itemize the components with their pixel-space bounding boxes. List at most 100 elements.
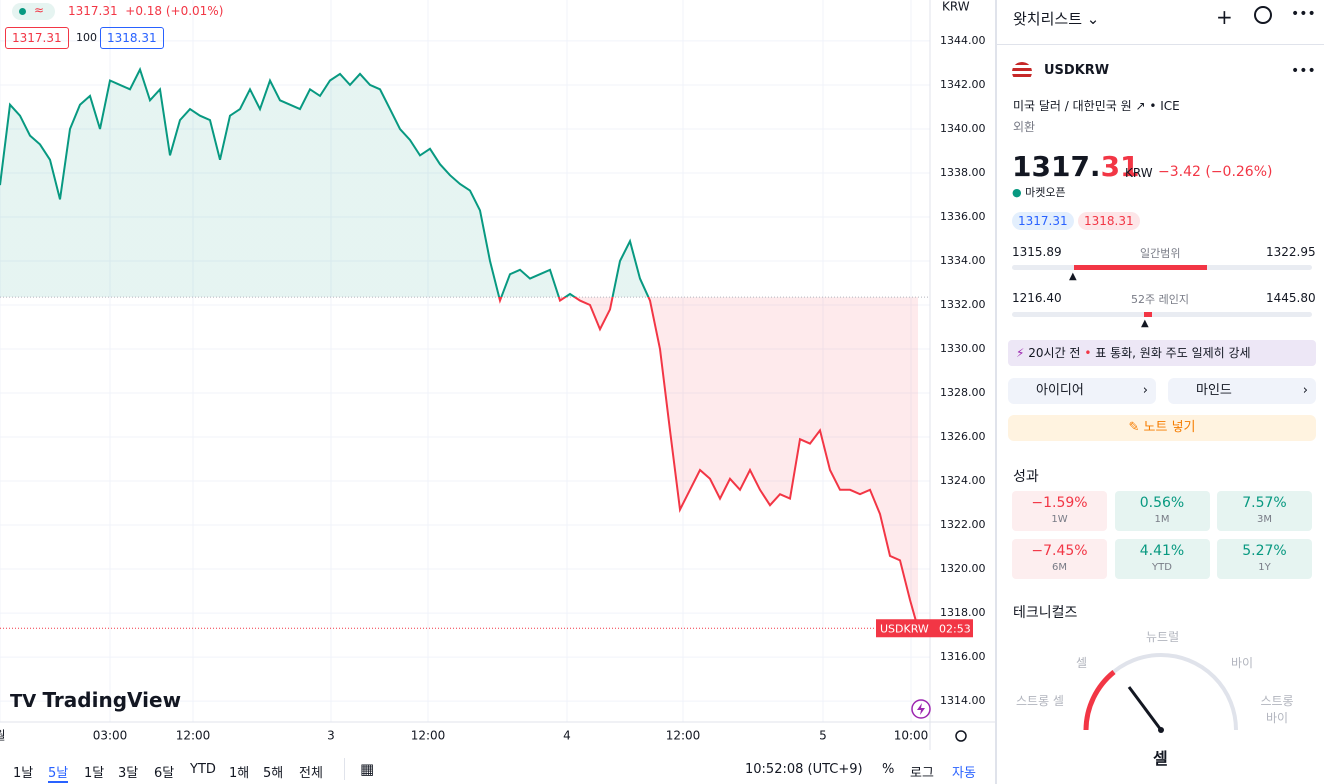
description-line: 미국 달러 / 대한민국 원 ↗ • ICE [1013,99,1180,113]
ideas-label: 아이디어 [1036,383,1084,398]
price-main: 1317. [1012,150,1101,183]
day-low: 1315.89 [1012,245,1062,259]
legend-change: +0.18 (+0.01%) [125,4,224,18]
chart: KRW 1314.00 1316.00 1318.00 1320.00 1322.00 1… [0,0,995,750]
logo-text: TradingView [42,688,182,712]
performance-period: 3M [1257,514,1272,525]
last-price-countdown: 02:53 [939,622,971,635]
performance-period: YTD [1152,562,1172,573]
range-button[interactable]: 1달 [84,766,105,781]
flag-icon [1012,62,1032,82]
events-icon[interactable] [911,699,931,719]
watchlist-title[interactable]: 왓치리스트 ⌄ [1013,10,1100,28]
performance-title: 성과 [1013,469,1039,485]
x-tick-label: 12:00 [666,729,701,743]
last-price-tag [876,619,973,638]
add-icon[interactable]: + [1216,5,1233,29]
year-range-label: 52주 레인지 [1131,293,1189,306]
y-tick-label: 1324.00 [940,474,986,487]
performance-cell[interactable]: 0.56% 1M [1114,491,1210,531]
range-button[interactable]: 1날 [13,766,34,781]
minds-button[interactable]: 마인드 › [1168,378,1316,404]
x-tick-label: 5 [819,729,827,743]
x-tick-label: 12:00 [176,729,211,743]
baseline-area [0,69,918,629]
gauge-arc [1084,653,1238,731]
category: 외환 [1013,120,1036,134]
x-tick-label: 3 [327,729,335,743]
range-button[interactable]: 5날 [48,762,69,783]
price: 1317.31 [1012,150,1140,183]
performance-cell[interactable]: −7.45% 6M [1012,539,1107,579]
range-button[interactable]: 6달 [154,766,175,781]
performance-cell[interactable]: 5.27% 1Y [1217,539,1312,579]
buy-box[interactable]: 1318.31 [100,27,164,49]
note-button[interactable]: ✎ 노트 넣기 [1008,415,1316,441]
news-time: 20시간 전 [1028,346,1081,360]
y-tick-label: 1316.00 [940,650,986,663]
more-icon[interactable]: ••• [1291,6,1316,22]
performance-cell[interactable]: −1.59% 1W [1012,491,1107,531]
note-label: 노트 넣기 [1143,420,1196,435]
range-button[interactable]: 1해 [229,766,250,781]
price-currency: KRW [1125,166,1153,180]
performance-period: 1W [1051,514,1068,525]
divider [344,758,345,780]
clock: 10:52:08 (UTC+9) [745,762,863,777]
news-banner[interactable]: ⚡ 20시간 전 • 표 통화, 원화 주도 일제히 강세 [1008,340,1316,366]
performance-period: 6M [1052,562,1067,573]
x-tick-label: 4 [563,729,571,743]
chart-icon[interactable] [1254,6,1272,24]
divider [997,44,1324,45]
status-dot [19,8,26,15]
y-tick-label: 1328.00 [940,386,986,399]
range-track [1012,312,1312,317]
range-button[interactable]: YTD [190,762,216,777]
market-status-text: 마켓오픈 [1025,186,1066,199]
settings-icon[interactable] [955,730,967,742]
y-tick-label: 1314.00 [940,694,986,707]
gauge-strong-sell: 스트롱 셀 [1016,694,1064,708]
panel-divider [995,0,997,784]
y-tick-label: 1340.00 [940,122,986,135]
events-icon-bolt [917,703,925,715]
y-tick-label: 1320.00 [940,562,986,575]
gauge-neutral: 뉴트럴 [1146,630,1180,644]
minds-label: 마인드 [1196,383,1232,398]
performance-value: −1.59% [1031,495,1088,511]
y-tick-label: 1322.00 [940,518,986,531]
ideas-button[interactable]: 아이디어 › [1008,378,1156,404]
performance-value: −7.45% [1031,543,1088,559]
day-range-label: 일간범위 [1140,247,1181,260]
sell-box[interactable]: 1317.31 [5,27,69,49]
performance-cell[interactable]: 4.41% YTD [1114,539,1210,579]
performance-period: 1Y [1258,562,1271,573]
range-button[interactable]: 5해 [263,766,284,781]
y-tick-label: 1332.00 [940,298,986,311]
watchlist-title-text: 왓치리스트 [1013,10,1083,28]
log-toggle[interactable]: 로그 [910,766,934,781]
y-tick-label: 1338.00 [940,166,986,179]
range-fill [1074,265,1207,270]
date-range-icon[interactable]: ▦ [360,760,375,778]
y-tick-label: 1330.00 [940,342,986,355]
gauge-pivot [1158,727,1164,733]
range-marker: ▲ [1141,318,1149,329]
range-button[interactable]: 3달 [118,766,139,781]
percent-toggle[interactable]: % [882,762,895,777]
gauge [1083,653,1238,733]
y-tick-label: 1336.00 [940,210,986,223]
x-tick-label: 10:00 [894,729,929,743]
performance-value: 4.41% [1139,543,1185,559]
range-button[interactable]: 전체 [299,766,323,781]
more-icon[interactable]: ••• [1291,63,1316,79]
y-tick-label: 1326.00 [940,430,986,443]
gauge-needle [1127,686,1163,731]
auto-toggle[interactable]: 자동 [952,766,976,781]
gauge-buy: 바이 [1231,656,1254,670]
last-price-symbol: USDKRW [880,622,929,635]
gauge-active-arc [1083,670,1116,731]
description[interactable]: 미국 달러 / 대한민국 원 [1013,99,1132,113]
performance-cell[interactable]: 7.57% 3M [1217,491,1312,531]
